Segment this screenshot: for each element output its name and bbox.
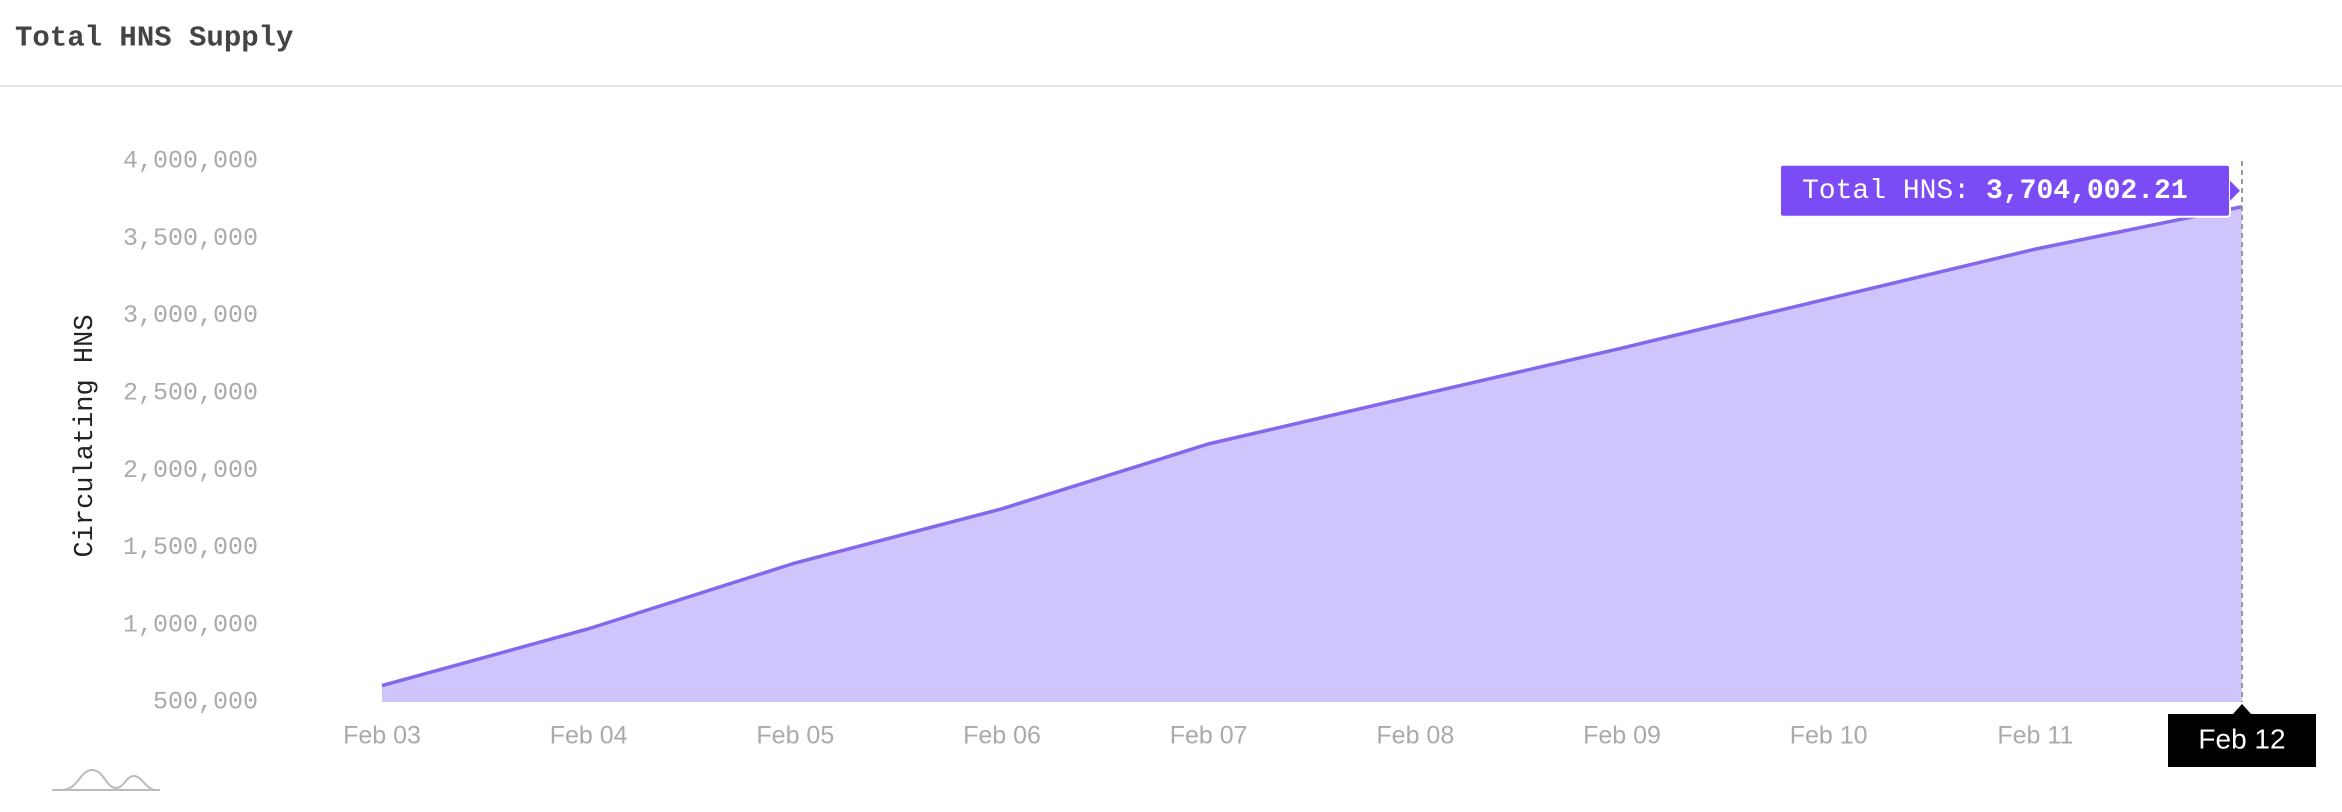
x-tick-label: Feb 11 xyxy=(1997,722,2073,750)
y-tick-label: 3,500,000 xyxy=(123,224,258,253)
y-tick-label: 2,000,000 xyxy=(123,456,258,485)
page-title: Total HNS Supply xyxy=(15,22,293,55)
x-tick-label: Feb 12 xyxy=(2198,723,2285,754)
y-tick-label: 500,000 xyxy=(153,688,258,717)
tooltip: Total HNS: 3,704,002.21 xyxy=(1779,163,2240,218)
y-tick-label: 4,000,000 xyxy=(123,147,258,176)
area-fill xyxy=(382,206,2242,702)
tooltip-value: 3,704,002.21 xyxy=(1986,176,2188,207)
x-tick-label: Feb 03 xyxy=(343,722,421,750)
x-highlight-badge xyxy=(2168,714,2316,767)
y-tick-label: 3,000,000 xyxy=(123,301,258,330)
tooltip-arrow xyxy=(2230,180,2240,201)
y-axis-label: Circulating HNS xyxy=(71,314,101,557)
x-tick-label: Feb 06 xyxy=(963,722,1041,750)
x-tick-label: Feb 09 xyxy=(1583,722,1661,750)
y-tick-label: 1,000,000 xyxy=(123,610,258,639)
x-tick-label: Feb 08 xyxy=(1376,722,1454,750)
logo-icon xyxy=(52,768,160,791)
x-tick-label: Feb 04 xyxy=(550,722,628,750)
series-line xyxy=(381,205,2243,688)
x-tick-label: Feb 05 xyxy=(756,722,834,750)
x-highlight-arrow xyxy=(2233,704,2251,714)
x-tick-label: Feb 07 xyxy=(1170,722,1248,750)
y-tick-label: 2,500,000 xyxy=(123,378,258,407)
tooltip-text: Total HNS: 3,704,002.21 xyxy=(1802,176,2188,207)
x-tick-label: Feb 10 xyxy=(1790,722,1868,750)
tooltip-label: Total HNS: xyxy=(1802,176,1970,207)
y-tick-label: 1,500,000 xyxy=(123,533,258,562)
